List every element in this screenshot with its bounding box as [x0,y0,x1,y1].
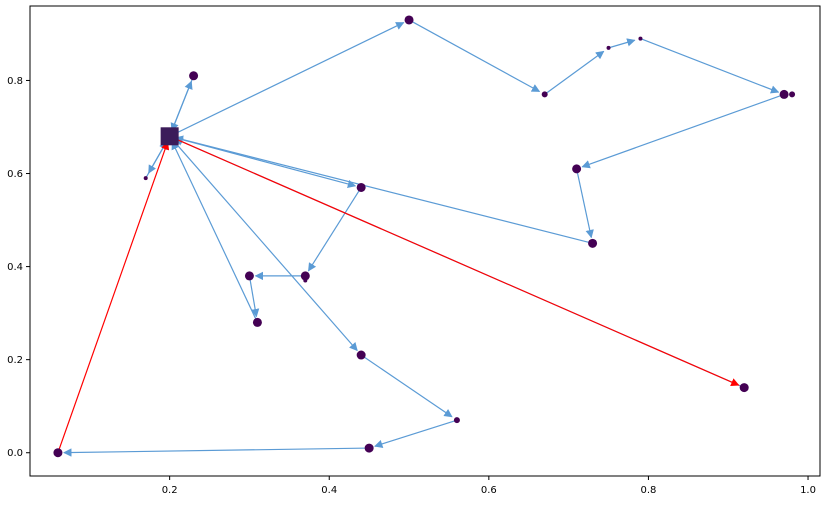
route-segment [174,135,593,244]
route-segment [57,141,170,453]
customer-point [53,448,63,458]
customer-point [364,443,374,453]
x-tick-label: 0.8 [640,485,656,496]
x-tick-label: 0.4 [321,485,337,496]
route-segment [374,419,458,448]
route-segment [169,135,358,352]
route-segment [170,75,195,132]
customer-point [300,271,310,281]
customer-point [356,182,366,192]
x-tick-label: 1.0 [800,485,816,496]
route-segment [171,140,258,323]
customer-point [189,71,199,81]
route-segment [169,135,740,386]
customer-point [303,278,308,283]
route-segment [576,168,594,239]
x-tick-label: 0.6 [481,485,497,496]
route-segment [169,22,405,137]
points-layer [53,15,796,458]
plot-frame [29,5,821,477]
route-segment [408,19,541,93]
route-segment [169,135,357,189]
customer-point [588,238,598,248]
route-segment [608,38,636,49]
route-segment [360,354,453,418]
x-tick-label: 0.2 [162,485,178,496]
route-segment [308,187,362,272]
y-tick-label: 0.8 [7,76,23,87]
customer-point [739,383,749,393]
y-tick-label: 0.4 [7,262,23,273]
customer-point [143,176,148,181]
y-tick-label: 0.2 [7,355,23,366]
route-segment [640,38,780,94]
customer-point [572,164,582,174]
customer-point [541,91,548,98]
route-segment [581,93,785,169]
customer-point [638,36,643,41]
customer-point [789,91,796,98]
customer-point [404,15,414,25]
route-segment [248,275,260,318]
y-tick-label: 0.6 [7,169,23,180]
route-segment [63,447,370,457]
depot-marker [160,127,179,146]
customer-point [244,271,254,281]
customer-point [779,89,789,99]
y-tick-label: 0.0 [7,448,23,459]
customer-point [453,417,460,424]
customer-point [252,317,262,327]
route-segment [544,50,605,95]
routes-layer [57,19,785,457]
customer-point [356,350,366,360]
ticks-layer: 0.2 0.4 0.6 0.8 1.0 0.0 0.2 0.4 0.6 0.8 [7,76,816,496]
customer-point [606,45,611,50]
